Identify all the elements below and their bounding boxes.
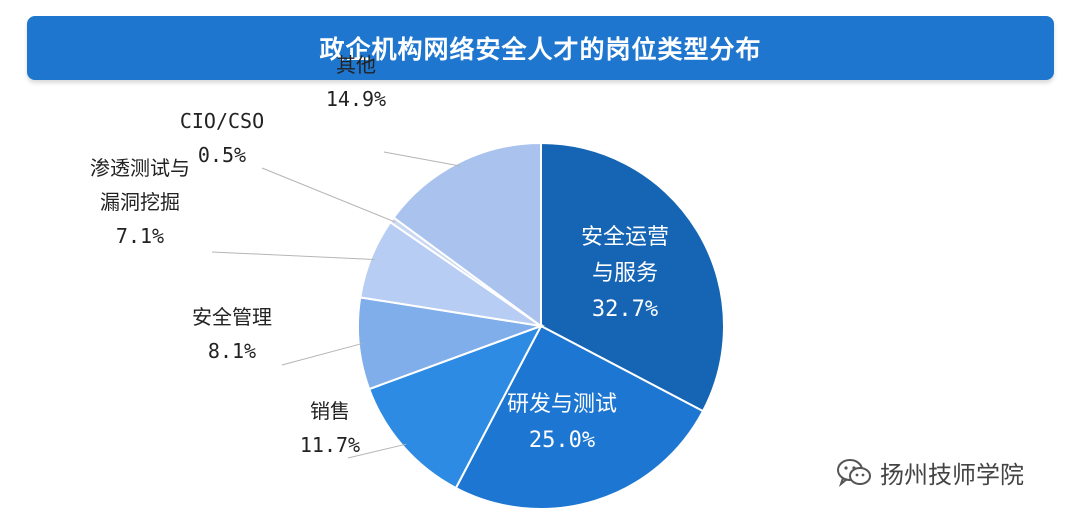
- leader-line: [211, 251, 375, 260]
- slice-label: 漏洞挖掘: [100, 190, 180, 214]
- watermark: 扬州技师学院: [836, 455, 1024, 490]
- slice-label: 其他: [336, 53, 376, 77]
- pie-slice: [540, 141, 725, 413]
- slice-value-label: 14.9%: [326, 87, 386, 111]
- slice-label: 安全管理: [192, 305, 272, 329]
- slice-label: 渗透测试与: [90, 156, 190, 180]
- slice-label: 销售: [310, 399, 350, 423]
- slice-value-label: 25.0%: [529, 428, 595, 453]
- slice-value-label: 32.7%: [592, 297, 658, 322]
- slice-value-label: 7.1%: [116, 224, 164, 248]
- slice-label: 与服务: [592, 261, 658, 286]
- title-banner: 政企机构网络安全人才的岗位类型分布: [27, 16, 1054, 80]
- leader-line: [347, 443, 407, 459]
- slice-value-label: 8.1%: [208, 339, 256, 363]
- wechat-icon: [837, 458, 871, 487]
- pie-slice: [357, 296, 545, 391]
- leader-line: [281, 342, 363, 366]
- pie-slice: [367, 324, 544, 490]
- pie-slice: [392, 141, 542, 328]
- slice-label: 研发与测试: [507, 392, 617, 417]
- slice-label: CIO/CSO: [180, 109, 264, 133]
- chart-title: 政企机构网络安全人才的岗位类型分布: [319, 35, 762, 64]
- watermark-text: 扬州技师学院: [880, 461, 1024, 489]
- leader-line: [383, 151, 461, 167]
- slice-label: 安全运营: [581, 225, 669, 250]
- leader-line: [261, 167, 396, 223]
- slice-value-label: 11.7%: [300, 433, 360, 457]
- slice-value-label: 0.5%: [198, 143, 246, 167]
